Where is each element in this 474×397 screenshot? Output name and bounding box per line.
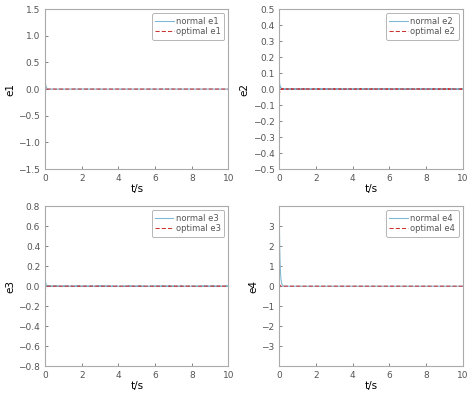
optimal e4 — [355, 284, 360, 289]
optimal e4 — [437, 284, 442, 289]
normal e4 — [456, 284, 462, 289]
normal e1 — [165, 87, 171, 92]
normal e4 — [460, 284, 465, 289]
normal e4 — [344, 284, 350, 289]
Y-axis label: e4: e4 — [248, 279, 258, 293]
Line: normal e3: normal e3 — [45, 278, 228, 286]
normal e3 — [42, 276, 48, 281]
Legend: normal e2, optimal e2: normal e2, optimal e2 — [386, 13, 458, 40]
Line: optimal e1: optimal e1 — [45, 89, 228, 95]
normal e3 — [120, 284, 126, 289]
normal e4 — [297, 284, 303, 289]
X-axis label: t/s: t/s — [365, 184, 378, 195]
optimal e1 — [63, 87, 69, 91]
X-axis label: t/s: t/s — [365, 382, 378, 391]
optimal e2 — [347, 87, 353, 91]
optimal e1 — [120, 87, 126, 91]
normal e2 — [364, 87, 370, 92]
normal e1 — [112, 87, 118, 91]
optimal e3 — [63, 284, 69, 289]
optimal e4 — [419, 284, 425, 289]
optimal e2 — [456, 87, 462, 91]
X-axis label: t/s: t/s — [130, 382, 143, 391]
Line: normal e2: normal e2 — [279, 79, 463, 89]
normal e2 — [437, 87, 442, 91]
normal e1 — [226, 87, 231, 91]
normal e1 — [63, 87, 69, 91]
normal e2 — [308, 87, 314, 91]
optimal e3 — [112, 284, 118, 289]
X-axis label: t/s: t/s — [130, 184, 143, 195]
normal e3 — [222, 284, 228, 289]
normal e1 — [120, 87, 126, 91]
normal e3 — [153, 284, 159, 289]
normal e1 — [42, 77, 48, 82]
optimal e3 — [222, 284, 228, 289]
Y-axis label: e1: e1 — [6, 83, 16, 96]
Legend: normal e3, optimal e3: normal e3, optimal e3 — [152, 210, 224, 237]
optimal e3 — [126, 284, 131, 289]
normal e2 — [347, 87, 353, 91]
optimal e1 — [49, 87, 55, 91]
optimal e3 — [42, 290, 48, 295]
optimal e2 — [276, 93, 282, 98]
normal e4 — [437, 284, 442, 289]
Y-axis label: e2: e2 — [240, 83, 250, 96]
normal e2 — [456, 87, 462, 92]
normal e1 — [74, 87, 80, 91]
Line: normal e4: normal e4 — [279, 216, 463, 286]
normal e4 — [347, 284, 353, 289]
normal e2 — [276, 77, 282, 82]
optimal e3 — [120, 284, 126, 289]
optimal e4 — [460, 284, 465, 289]
optimal e2 — [460, 87, 465, 91]
Line: normal e1: normal e1 — [45, 79, 228, 89]
normal e1 — [202, 87, 208, 91]
Line: optimal e2: optimal e2 — [279, 89, 463, 95]
normal e2 — [297, 87, 303, 92]
optimal e2 — [437, 87, 442, 91]
optimal e2 — [428, 87, 434, 91]
normal e3 — [112, 284, 118, 289]
Line: optimal e3: optimal e3 — [45, 286, 228, 292]
optimal e3 — [74, 284, 80, 289]
normal e4 — [276, 214, 282, 219]
optimal e4 — [347, 284, 353, 289]
optimal e1 — [222, 87, 228, 91]
normal e2 — [460, 87, 465, 91]
optimal e1 — [42, 93, 48, 98]
optimal e4 — [456, 284, 462, 289]
optimal e2 — [297, 87, 303, 91]
normal e3 — [74, 284, 80, 289]
optimal e1 — [74, 87, 80, 91]
optimal e4 — [276, 281, 282, 285]
optimal e3 — [226, 284, 231, 289]
optimal e1 — [113, 87, 118, 91]
normal e3 — [63, 284, 69, 289]
optimal e2 — [308, 87, 314, 91]
Legend: normal e1, optimal e1: normal e1, optimal e1 — [152, 13, 224, 40]
normal e3 — [202, 284, 208, 289]
Legend: normal e4, optimal e4: normal e4, optimal e4 — [386, 210, 458, 237]
optimal e3 — [202, 284, 208, 289]
normal e3 — [226, 284, 231, 289]
optimal e4 — [297, 284, 303, 289]
optimal e2 — [355, 87, 360, 91]
normal e4 — [355, 284, 360, 289]
optimal e1 — [202, 87, 208, 91]
Y-axis label: e3: e3 — [6, 279, 16, 293]
normal e1 — [222, 87, 228, 91]
normal e4 — [308, 284, 314, 289]
Line: optimal e4: optimal e4 — [279, 283, 463, 286]
optimal e4 — [308, 284, 314, 289]
optimal e1 — [226, 87, 231, 91]
normal e2 — [355, 87, 360, 91]
